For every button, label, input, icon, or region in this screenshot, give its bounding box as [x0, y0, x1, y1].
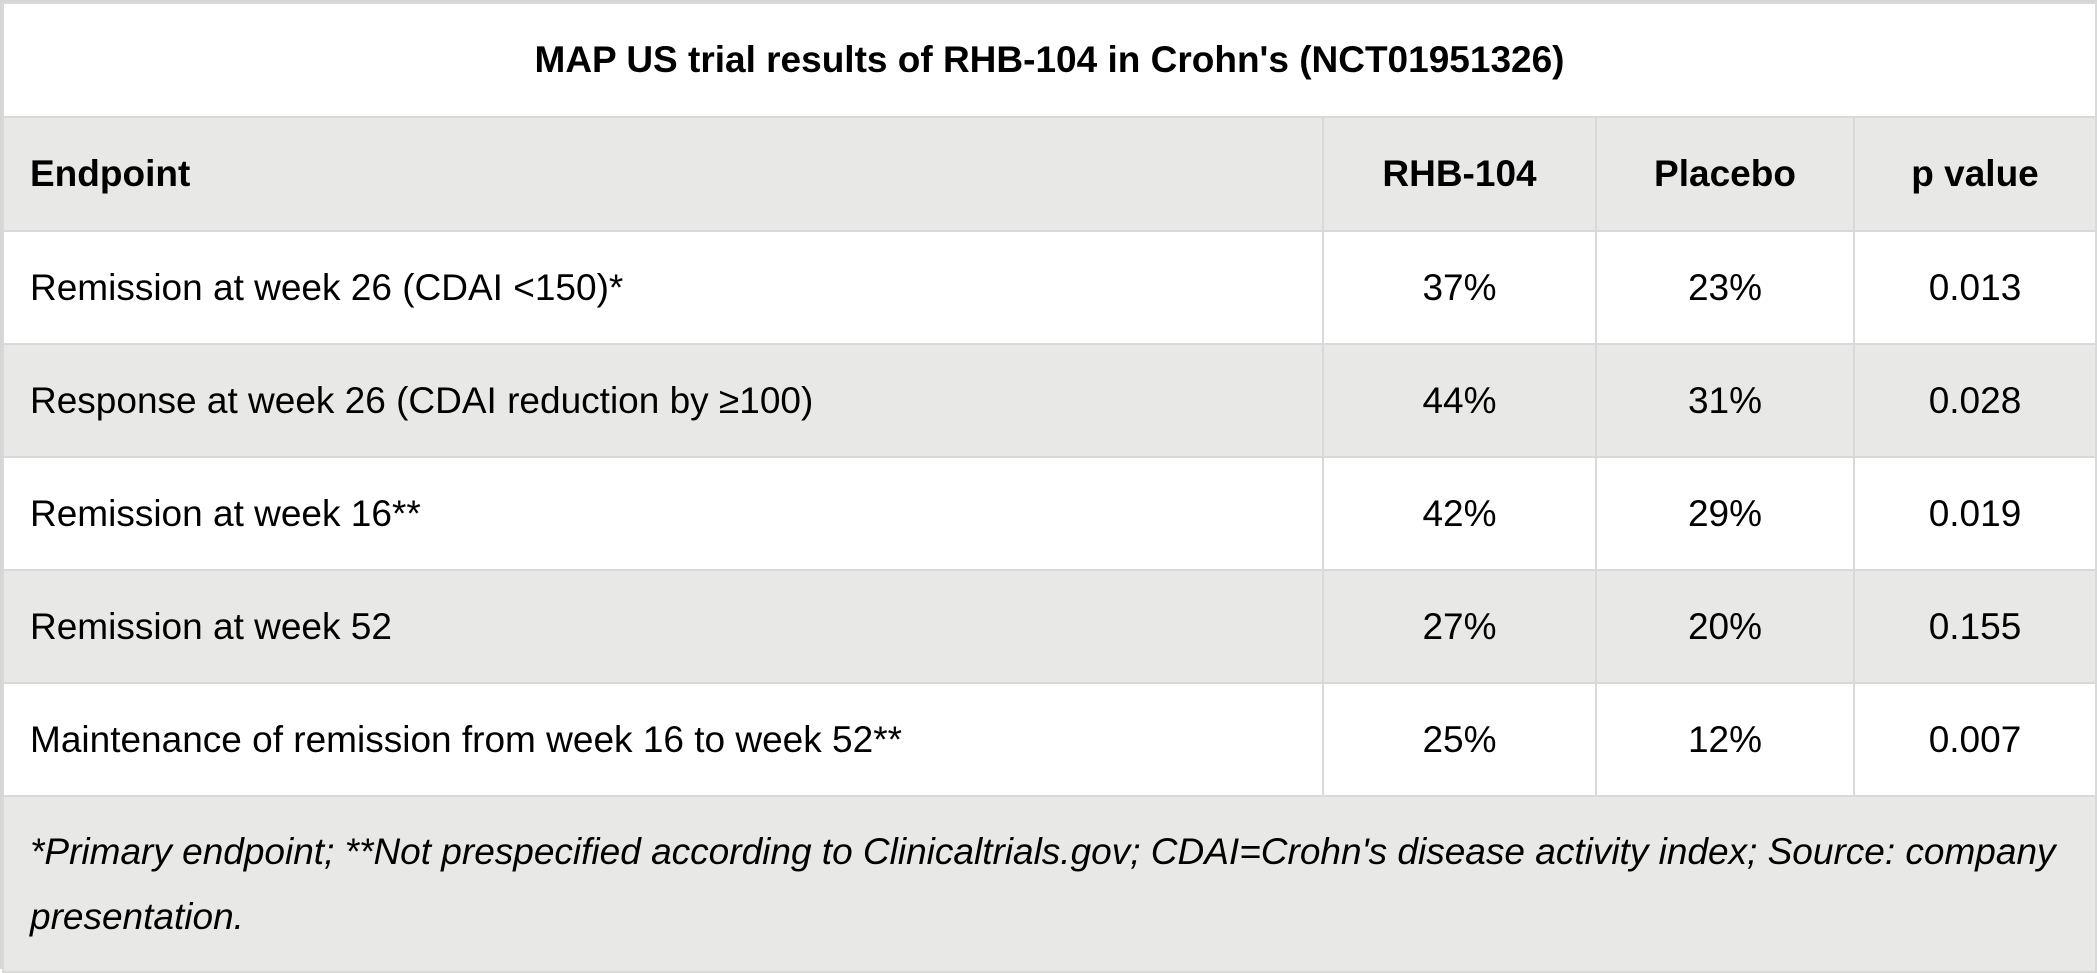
column-header-endpoint: Endpoint	[2, 116, 1324, 232]
rhb104-cell: 44%	[1322, 343, 1597, 458]
table-row: Remission at week 16** 42% 29% 0.019	[2, 456, 2097, 571]
placebo-cell: 29%	[1595, 456, 1855, 571]
p-value-cell: 0.007	[1852, 682, 2097, 797]
table-row: Remission at week 26 (CDAI <150)* 37% 23…	[2, 230, 2097, 345]
endpoint-cell: Remission at week 52	[2, 569, 1324, 684]
table-row: Response at week 26 (CDAI reduction by ≥…	[2, 343, 2097, 458]
table-footnote-row: *Primary endpoint; **Not prespecified ac…	[1, 795, 2097, 973]
column-header-placebo: Placebo	[1595, 116, 1855, 232]
endpoint-cell: Remission at week 16**	[2, 456, 1324, 571]
rhb104-cell: 37%	[1322, 230, 1597, 345]
column-header-p-value: p value	[1852, 116, 2097, 232]
p-value-cell: 0.028	[1852, 343, 2097, 458]
rhb104-cell: 25%	[1322, 682, 1597, 797]
endpoint-cell: Remission at week 26 (CDAI <150)*	[2, 230, 1324, 345]
rhb104-cell: 42%	[1322, 456, 1597, 571]
table-title-row: MAP US trial results of RHB-104 in Crohn…	[1, 2, 2097, 118]
placebo-cell: 23%	[1595, 230, 1855, 345]
column-header-rhb104: RHB-104	[1322, 116, 1597, 232]
endpoint-cell: Maintenance of remission from week 16 to…	[2, 682, 1324, 797]
p-value-cell: 0.013	[1852, 230, 2097, 345]
placebo-cell: 31%	[1595, 343, 1855, 458]
rhb104-cell: 27%	[1322, 569, 1597, 684]
p-value-cell: 0.019	[1852, 456, 2097, 571]
table-title: MAP US trial results of RHB-104 in Crohn…	[1, 2, 2097, 118]
p-value-cell: 0.155	[1852, 569, 2097, 684]
endpoint-cell: Response at week 26 (CDAI reduction by ≥…	[2, 343, 1324, 458]
table-footnote: *Primary endpoint; **Not prespecified ac…	[1, 795, 2097, 973]
placebo-cell: 12%	[1595, 682, 1855, 797]
table-header-row: Endpoint RHB-104 Placebo p value	[2, 116, 2097, 232]
table-row: Remission at week 52 27% 20% 0.155	[2, 569, 2097, 684]
table-row: Maintenance of remission from week 16 to…	[2, 682, 2097, 797]
placebo-cell: 20%	[1595, 569, 1855, 684]
